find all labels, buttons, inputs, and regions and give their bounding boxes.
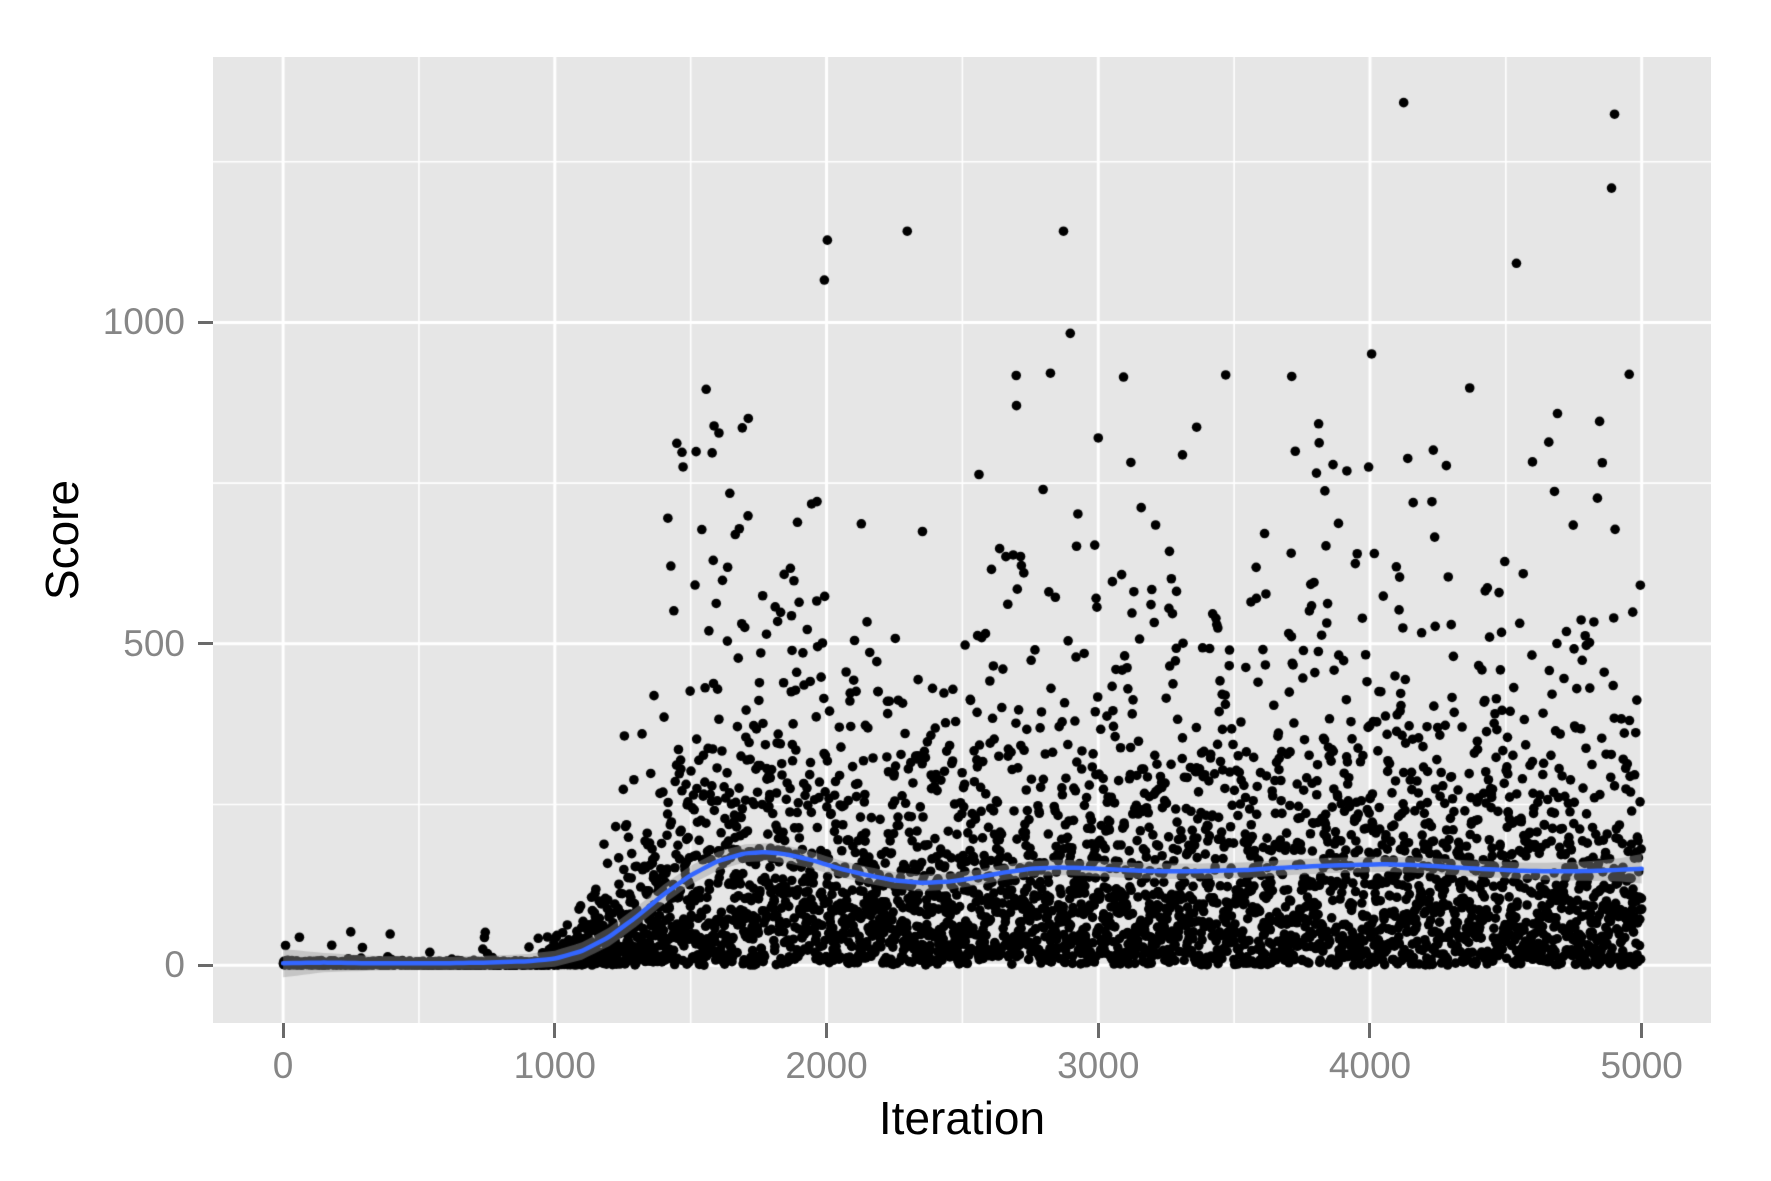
x-tick-label: 5000: [1600, 1045, 1683, 1086]
x-tick-mark: [281, 1023, 285, 1038]
x-tick-label: 3000: [1057, 1045, 1140, 1086]
x-tick-label: 0: [272, 1045, 294, 1086]
x-tick-mark: [553, 1023, 557, 1038]
x-tick-mark: [825, 1023, 829, 1038]
y-tick-mark: [198, 642, 213, 646]
y-axis-title: Score: [36, 479, 88, 601]
y-tick-mark: [198, 320, 213, 324]
plot-panel-canvas: [213, 57, 1711, 1023]
x-tick-label: 2000: [785, 1045, 868, 1086]
x-tick-label: 1000: [513, 1045, 596, 1086]
y-tick-label: 0: [164, 944, 185, 986]
y-tick-mark: [198, 963, 213, 967]
x-tick-mark: [1640, 1023, 1644, 1038]
x-tick-mark: [1096, 1023, 1100, 1038]
x-tick-mark: [1368, 1023, 1372, 1038]
x-tick-label: 4000: [1328, 1045, 1412, 1086]
x-axis-title: Iteration: [878, 1092, 1046, 1144]
y-tick-label: 500: [123, 622, 185, 664]
y-tick-label: 1000: [102, 301, 185, 343]
